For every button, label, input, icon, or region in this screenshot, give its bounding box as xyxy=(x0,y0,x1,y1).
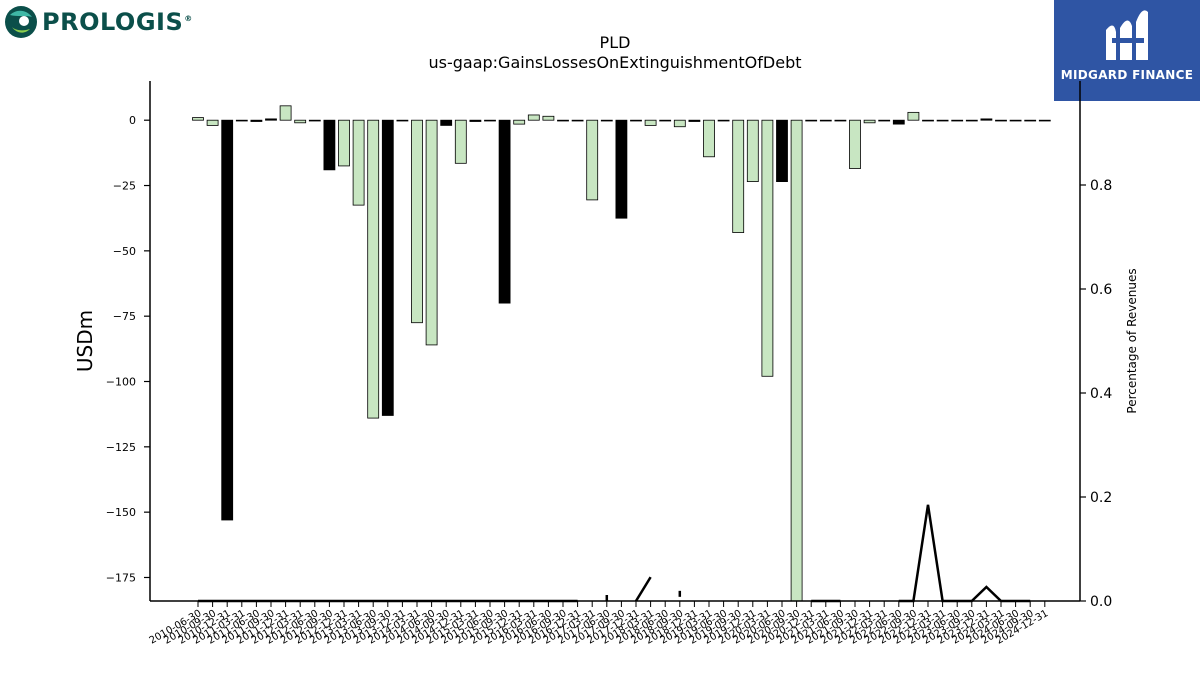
bar xyxy=(980,118,993,121)
bar xyxy=(878,119,891,122)
bar xyxy=(892,119,905,125)
bar xyxy=(703,119,715,158)
bar xyxy=(819,119,832,122)
y2-tick-label: 0.4 xyxy=(1090,386,1112,402)
y2-tick-label: 0.6 xyxy=(1090,282,1112,298)
chart-title: PLD xyxy=(600,33,631,52)
y-tick-label: 0 xyxy=(129,114,136,127)
bar xyxy=(454,119,467,164)
pct-revenues-line xyxy=(198,504,1031,603)
y-tick-label: −125 xyxy=(106,441,136,454)
bar xyxy=(352,119,365,206)
bar xyxy=(659,119,672,122)
bar xyxy=(600,119,613,122)
y-tick-label: −100 xyxy=(106,376,136,389)
bar xyxy=(469,119,482,122)
bar xyxy=(995,119,1007,122)
chart-subtitle: us-gaap:GainsLossesOnExtinguishmentOfDeb… xyxy=(428,53,801,72)
bar xyxy=(279,105,292,121)
bar xyxy=(265,118,277,121)
y2-tick-label: 0.8 xyxy=(1090,178,1112,194)
bar xyxy=(396,119,409,122)
midgard-monogram-icon xyxy=(1106,10,1148,61)
bar xyxy=(849,119,861,169)
bar xyxy=(805,119,818,122)
bar xyxy=(951,119,964,122)
bar xyxy=(688,119,701,122)
bar xyxy=(571,119,584,122)
bar xyxy=(338,119,350,167)
bar xyxy=(776,119,788,183)
bar xyxy=(235,119,248,122)
bar xyxy=(863,119,876,124)
bar xyxy=(221,119,234,521)
bar xyxy=(367,119,380,419)
prologis-wordmark: PROLOGIS® xyxy=(42,8,193,36)
y-axis-label: USDm xyxy=(73,310,97,372)
bar xyxy=(206,119,219,126)
bar xyxy=(1009,119,1022,122)
bar xyxy=(746,119,759,183)
y-tick-label: −75 xyxy=(113,310,136,323)
bar xyxy=(323,119,336,171)
bar xyxy=(411,119,423,324)
bar xyxy=(294,119,307,124)
bar xyxy=(440,119,453,126)
bar xyxy=(673,119,686,128)
bar xyxy=(498,119,511,304)
bar xyxy=(630,119,642,122)
bar xyxy=(425,119,438,346)
bar xyxy=(484,119,496,122)
prologis-logo: PROLOGIS® xyxy=(4,4,193,40)
y2-tick-label: 0.2 xyxy=(1090,490,1112,506)
bar xyxy=(761,119,774,377)
bar xyxy=(965,119,978,122)
bar xyxy=(1024,119,1037,122)
bar xyxy=(732,119,745,233)
bar xyxy=(250,119,263,122)
bar xyxy=(644,119,657,126)
bar xyxy=(717,119,730,122)
bar xyxy=(192,117,204,121)
bar xyxy=(513,119,526,125)
midgard-finance-logo: MIDGARD FINANCE xyxy=(1054,0,1200,101)
bar xyxy=(542,115,555,121)
y2-tick-label: 0.0 xyxy=(1090,594,1112,610)
bar xyxy=(790,119,803,602)
y-tick-label: −175 xyxy=(106,571,136,584)
bar xyxy=(1038,119,1051,122)
bar xyxy=(615,119,628,219)
y-tick-label: −50 xyxy=(113,245,136,258)
bar xyxy=(936,119,949,122)
bar xyxy=(308,119,321,122)
bar xyxy=(834,119,847,122)
y-tick-label: −25 xyxy=(113,180,136,193)
prologis-globe-icon xyxy=(5,6,37,38)
midgard-finance-name: MIDGARD FINANCE xyxy=(1060,68,1194,82)
bar xyxy=(922,119,934,122)
y-tick-label: −150 xyxy=(106,506,136,519)
y2-axis-label: Percentage of Revenues xyxy=(1125,268,1139,413)
bar xyxy=(527,114,540,121)
bar xyxy=(381,119,394,416)
bar xyxy=(586,119,599,201)
bar xyxy=(557,119,569,122)
bar xyxy=(907,111,920,121)
